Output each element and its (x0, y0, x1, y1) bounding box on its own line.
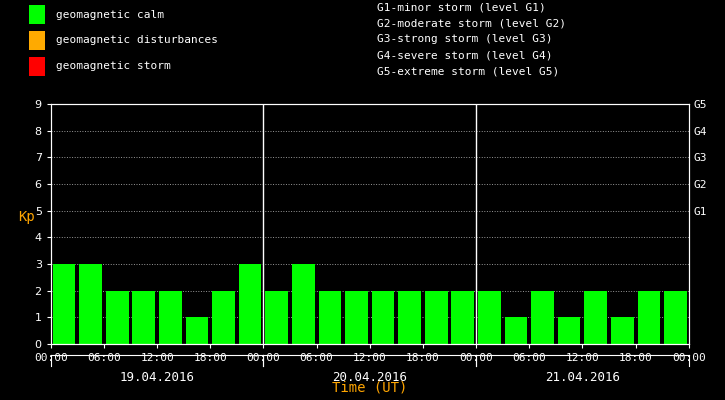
Bar (106, 291, 128, 344)
Text: geomagnetic disturbances: geomagnetic disturbances (56, 36, 217, 46)
Bar (212, 291, 235, 344)
Bar (558, 317, 581, 344)
Bar (478, 291, 501, 344)
Text: 20.04.2016: 20.04.2016 (332, 371, 407, 384)
Bar (318, 291, 341, 344)
Bar (292, 264, 315, 344)
Bar (133, 291, 155, 344)
Text: G1-minor storm (level G1): G1-minor storm (level G1) (377, 2, 546, 12)
Bar (452, 291, 474, 344)
Bar (398, 291, 421, 344)
Text: geomagnetic storm: geomagnetic storm (56, 61, 170, 71)
Text: G2-moderate storm (level G2): G2-moderate storm (level G2) (377, 18, 566, 28)
Bar (345, 291, 368, 344)
Bar (53, 264, 75, 344)
Text: G3-strong storm (level G3): G3-strong storm (level G3) (377, 34, 552, 44)
Bar (637, 291, 660, 344)
Text: 21.04.2016: 21.04.2016 (545, 371, 620, 384)
Bar (186, 317, 208, 344)
Bar (29, 57, 45, 76)
Bar (425, 291, 447, 344)
Bar (29, 5, 45, 24)
Text: geomagnetic calm: geomagnetic calm (56, 10, 164, 20)
Bar (265, 291, 288, 344)
Y-axis label: Kp: Kp (18, 210, 35, 224)
Bar (372, 291, 394, 344)
Bar (531, 291, 554, 344)
Bar (79, 264, 102, 344)
Bar (159, 291, 182, 344)
Bar (239, 264, 262, 344)
Bar (664, 291, 687, 344)
Text: 19.04.2016: 19.04.2016 (120, 371, 194, 384)
Text: Time (UT): Time (UT) (332, 381, 407, 395)
Text: G5-extreme storm (level G5): G5-extreme storm (level G5) (377, 66, 559, 76)
Bar (29, 31, 45, 50)
Bar (505, 317, 527, 344)
Bar (611, 317, 634, 344)
Bar (584, 291, 607, 344)
Text: G4-severe storm (level G4): G4-severe storm (level G4) (377, 50, 552, 60)
